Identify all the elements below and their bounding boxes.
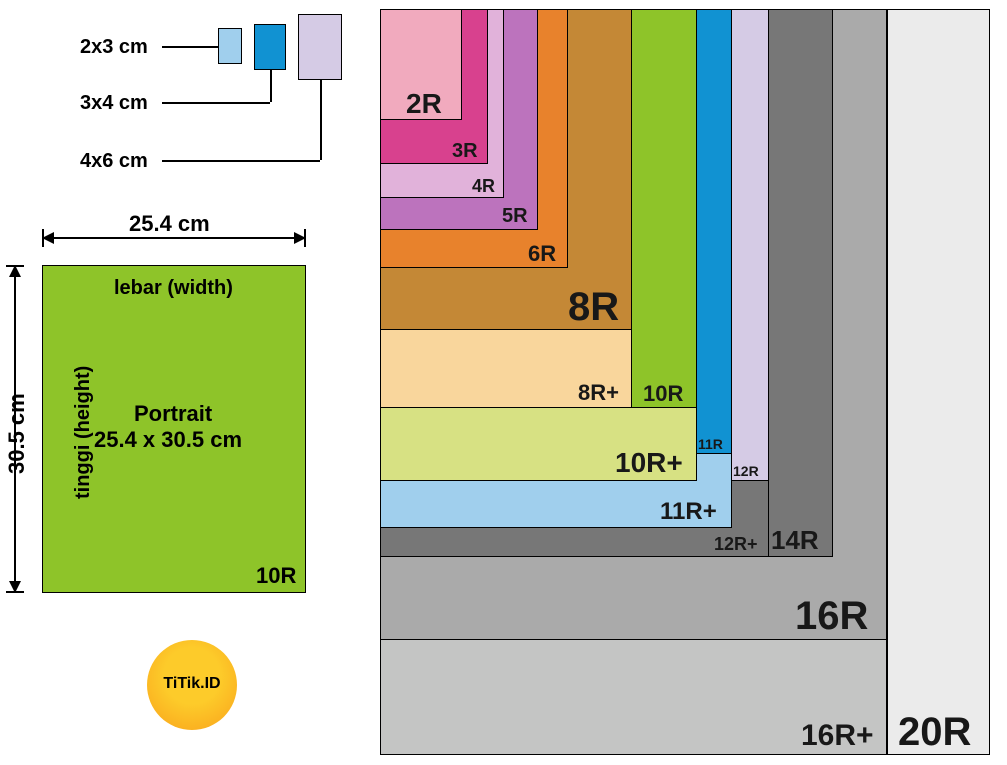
leader-line-2 bbox=[270, 70, 272, 102]
small-box-4x6 bbox=[298, 14, 342, 80]
small-label-2x3: 2x3 cm bbox=[80, 36, 148, 59]
size-label-11Rp: 11R+ bbox=[660, 498, 717, 526]
leader-line-0 bbox=[162, 46, 218, 48]
portrait-main-label-2: 25.4 x 30.5 cm bbox=[94, 427, 242, 453]
size-label-14R: 14R bbox=[771, 525, 819, 556]
small-label-3x4: 3x4 cm bbox=[80, 92, 148, 115]
portrait-height-label: tinggi (height) bbox=[72, 366, 95, 499]
height-dimension-label: 30.5 cm bbox=[4, 393, 30, 474]
width-tick-right bbox=[304, 229, 306, 247]
portrait-corner-label: 10R bbox=[256, 563, 296, 589]
size-label-12R: 12R bbox=[733, 463, 759, 479]
size-label-11R: 11R bbox=[698, 436, 723, 452]
size-label-16R: 16R bbox=[795, 594, 868, 639]
width-dimension-label: 25.4 cm bbox=[129, 211, 210, 237]
size-label-12Rp: 12R+ bbox=[714, 534, 758, 555]
small-box-2x3 bbox=[218, 28, 242, 64]
size-label-5R: 5R bbox=[502, 205, 528, 228]
height-tick-bottom bbox=[6, 591, 24, 593]
size-label-10R: 10R bbox=[643, 381, 683, 407]
size-label-8R: 8R bbox=[568, 285, 619, 330]
size-label-2R: 2R bbox=[406, 88, 442, 120]
width-dimension-line bbox=[42, 237, 306, 239]
size-rect-20R bbox=[887, 9, 990, 755]
leader-line-1 bbox=[162, 102, 270, 104]
small-label-4x6: 4x6 cm bbox=[80, 150, 148, 173]
leader-line-4 bbox=[320, 80, 322, 160]
height-tick-top bbox=[6, 265, 24, 267]
size-label-20R: 20R bbox=[898, 710, 971, 755]
size-label-10Rp: 10R+ bbox=[615, 447, 683, 479]
size-label-3R: 3R bbox=[452, 140, 478, 163]
leader-line-3 bbox=[162, 160, 320, 162]
logo-text: TiTik.ID bbox=[155, 675, 229, 693]
portrait-main-label-1: Portrait bbox=[134, 401, 212, 427]
portrait-width-label: lebar (width) bbox=[114, 277, 233, 300]
width-tick-left bbox=[42, 229, 44, 247]
size-label-4R: 4R bbox=[472, 176, 495, 197]
size-label-6R: 6R bbox=[528, 241, 556, 267]
size-label-8Rp: 8R+ bbox=[578, 380, 619, 406]
small-box-3x4 bbox=[254, 24, 286, 70]
size-label-16Rp: 16R+ bbox=[801, 719, 874, 753]
